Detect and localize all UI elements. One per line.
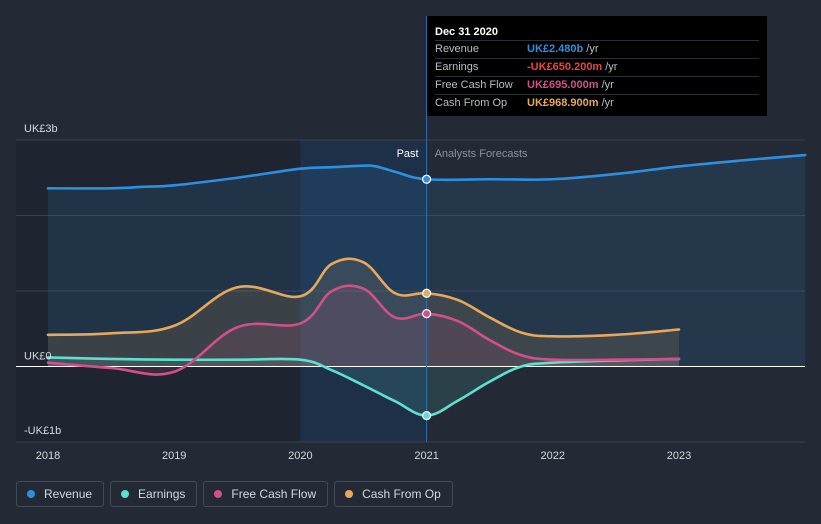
x-tick-label: 2022 — [541, 450, 565, 462]
series-lines — [46, 153, 807, 417]
y-tick-label: UK£0 — [24, 351, 52, 363]
line-cash-from-op — [46, 257, 681, 338]
marker-cash-from-op — [422, 288, 432, 298]
tooltip-label: Earnings — [435, 61, 479, 73]
tooltip-row-revenue: Revenue UK£2.480b /yr — [435, 40, 759, 58]
forecast-label: Analysts Forecasts — [435, 148, 528, 160]
tooltip-unit: /yr — [586, 43, 599, 55]
legend-label: Cash From Op — [362, 487, 441, 501]
tooltip-value: UK£695.000m — [527, 79, 599, 91]
marker-revenue — [422, 174, 432, 184]
tooltip-value: UK£968.900m — [527, 97, 599, 109]
gridlines — [16, 139, 805, 443]
tooltip-label: Free Cash Flow — [435, 79, 513, 91]
legend-label: Free Cash Flow — [231, 487, 317, 501]
tooltip-unit: /yr — [601, 97, 614, 109]
tooltip-row-free-cash-flow: Free Cash Flow UK£695.000m /yr — [435, 76, 759, 94]
x-axis-labels: 2018 2019 2020 2021 2022 2023 — [36, 450, 691, 462]
legend-item-cash-from-op[interactable]: Cash From Op — [334, 481, 453, 507]
legend-item-revenue[interactable]: Revenue — [16, 481, 105, 507]
x-tick-label: 2018 — [36, 450, 60, 462]
y-tick-label: UK£3b — [24, 123, 58, 135]
legend-label: Revenue — [44, 487, 93, 501]
legend-dot-icon — [345, 490, 354, 498]
legend-dot-icon — [121, 490, 130, 498]
legend-item-earnings[interactable]: Earnings — [110, 481, 198, 507]
tooltip-value: UK£2.480b — [527, 43, 584, 55]
line-revenue — [46, 153, 807, 190]
tooltip-label: Revenue — [435, 43, 480, 55]
marker-free-cash-flow — [422, 309, 432, 319]
tooltip: Dec 31 2020 Revenue UK£2.480b /yr Earnin… — [427, 16, 767, 116]
tooltip-value: -UK£650.200m — [527, 61, 603, 73]
area-earnings — [48, 357, 679, 416]
x-tick-label: 2020 — [288, 450, 312, 462]
x-tick-label: 2019 — [162, 450, 186, 462]
x-tick-label: 2023 — [667, 450, 691, 462]
current-point-markers — [422, 174, 432, 421]
y-axis-labels: UK£3b UK£0 -UK£1b — [24, 123, 61, 437]
legend-item-free-cash-flow[interactable]: Free Cash Flow — [203, 481, 329, 507]
tooltip-unit: /yr — [605, 61, 618, 73]
x-tick-label: 2021 — [414, 450, 438, 462]
line-free-cash-flow — [46, 284, 681, 376]
tooltip-row-cash-from-op: Cash From Op UK£968.900m /yr — [435, 94, 759, 112]
legend-dot-icon — [214, 490, 223, 498]
y-tick-label: -UK£1b — [24, 425, 61, 437]
area-cash-from-op — [48, 258, 679, 367]
legend: Revenue Earnings Free Cash Flow Cash Fro… — [16, 481, 453, 507]
tooltip-label: Cash From Op — [435, 97, 508, 109]
past-label: Past — [397, 148, 419, 160]
tooltip-row-earnings: Earnings -UK£650.200m /yr — [435, 58, 759, 76]
legend-label: Earnings — [138, 487, 186, 501]
area-free-cash-flow — [48, 285, 679, 375]
tooltip-date: Dec 31 2020 — [435, 26, 498, 38]
tooltip-unit: /yr — [601, 79, 614, 91]
marker-earnings — [422, 410, 432, 421]
legend-dot-icon — [27, 490, 35, 498]
